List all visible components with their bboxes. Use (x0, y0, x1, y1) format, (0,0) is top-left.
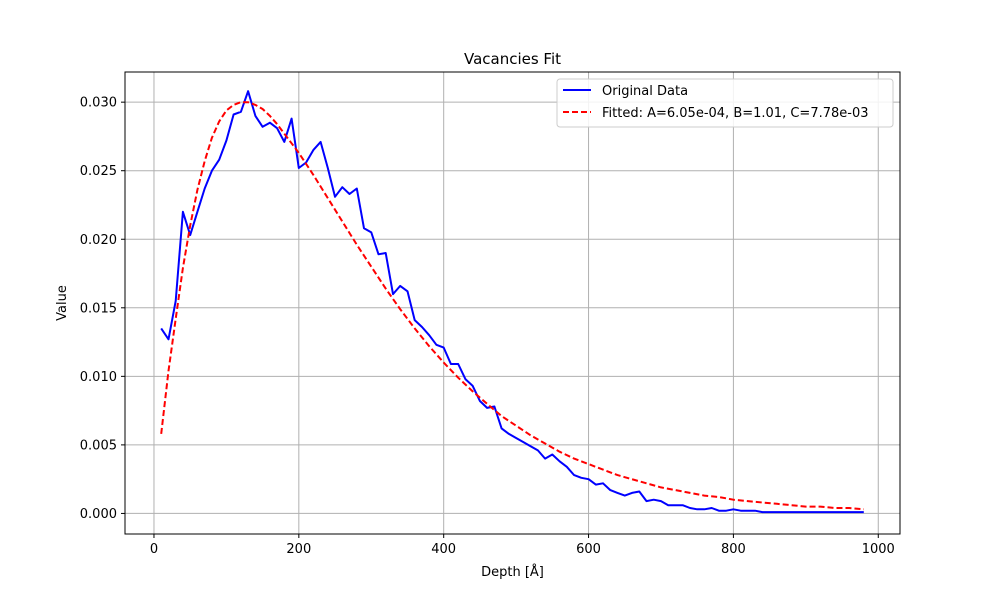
x-tick-label: 400 (431, 542, 456, 557)
x-tick-label: 800 (721, 542, 746, 557)
y-tick-label: 0.015 (80, 301, 117, 316)
series-layer (160, 90, 864, 514)
series-line-fitted (160, 101, 864, 511)
plot-frame (124, 71, 901, 535)
y-tick-label: 0.025 (80, 164, 117, 179)
y-tick-label: 0.030 (80, 96, 117, 111)
y-axis: 0.000 0.005 0.010 0.015 0.020 0.025 0.030 (80, 96, 125, 522)
x-tick-label: 600 (576, 542, 601, 557)
legend: Original Data Fitted: A=6.05e-04, B=1.01… (556, 78, 894, 128)
legend-box (556, 78, 894, 128)
x-tick-label: 1000 (862, 542, 895, 557)
x-tick-label: 0 (150, 542, 158, 557)
legend-label-original-data: Original Data (602, 84, 688, 99)
chart-title: Vacancies Fit (464, 50, 561, 68)
x-tick-label: 200 (286, 542, 311, 557)
y-tick-label: 0.000 (80, 507, 117, 522)
series-line-original-data (160, 90, 864, 514)
x-axis: 0 200 400 600 800 1000 (150, 534, 895, 557)
y-tick-label: 0.005 (80, 438, 117, 453)
plot-area (125, 72, 900, 534)
grid (125, 72, 900, 534)
y-tick-label: 0.020 (80, 233, 117, 248)
x-axis-label: Depth [Å] (481, 564, 544, 580)
y-tick-label: 0.010 (80, 370, 117, 385)
legend-label-fitted: Fitted: A=6.05e-04, B=1.01, C=7.78e-03 (602, 106, 869, 121)
y-axis-label: Value (55, 285, 70, 321)
